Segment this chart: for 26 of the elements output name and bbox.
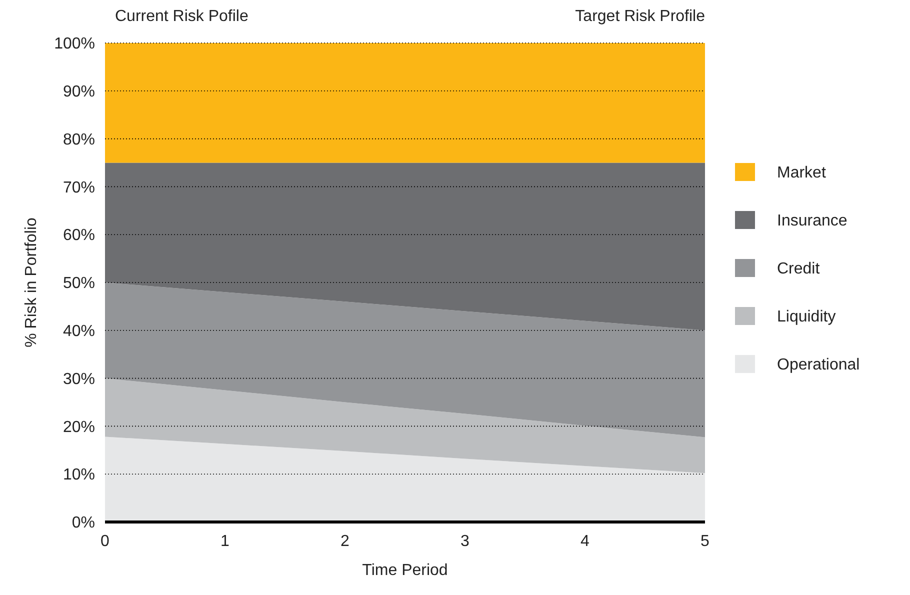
x-tick-label: 2 (340, 533, 350, 550)
y-tick-label: 40% (62, 323, 95, 340)
y-tick-label: 80% (62, 131, 95, 148)
legend-label: Liquidity (777, 308, 836, 326)
x-tick-label: 0 (100, 533, 110, 550)
y-axis-title: % Risk in Portfolio (23, 217, 40, 348)
legend-label: Operational (777, 356, 860, 374)
y-tick-label: 30% (62, 370, 95, 388)
y-tick-label: 20% (62, 418, 95, 436)
y-tick-label: 90% (62, 84, 95, 100)
y-tick-label: 50% (62, 275, 95, 292)
x-axis-title: Time Period (362, 562, 448, 579)
text: Target Risk Profile (575, 8, 706, 25)
y-tick-label: 60% (62, 227, 95, 244)
y-tick-label: 100% (54, 36, 95, 53)
x-tick-label: 5 (700, 533, 710, 550)
legend-label: Insurance (777, 212, 848, 230)
legend-label: Credit (777, 260, 820, 278)
x-tick-label: 1 (220, 533, 230, 550)
x-tick-label: 4 (580, 533, 590, 550)
x-tick-label: 3 (460, 533, 470, 550)
y-tick-label: 70% (62, 179, 95, 196)
legend-label: Market (777, 164, 826, 182)
y-tick-label: 0% (72, 514, 95, 532)
text: Current Risk Pofile (115, 8, 248, 25)
y-tick-label: 10% (62, 466, 95, 484)
